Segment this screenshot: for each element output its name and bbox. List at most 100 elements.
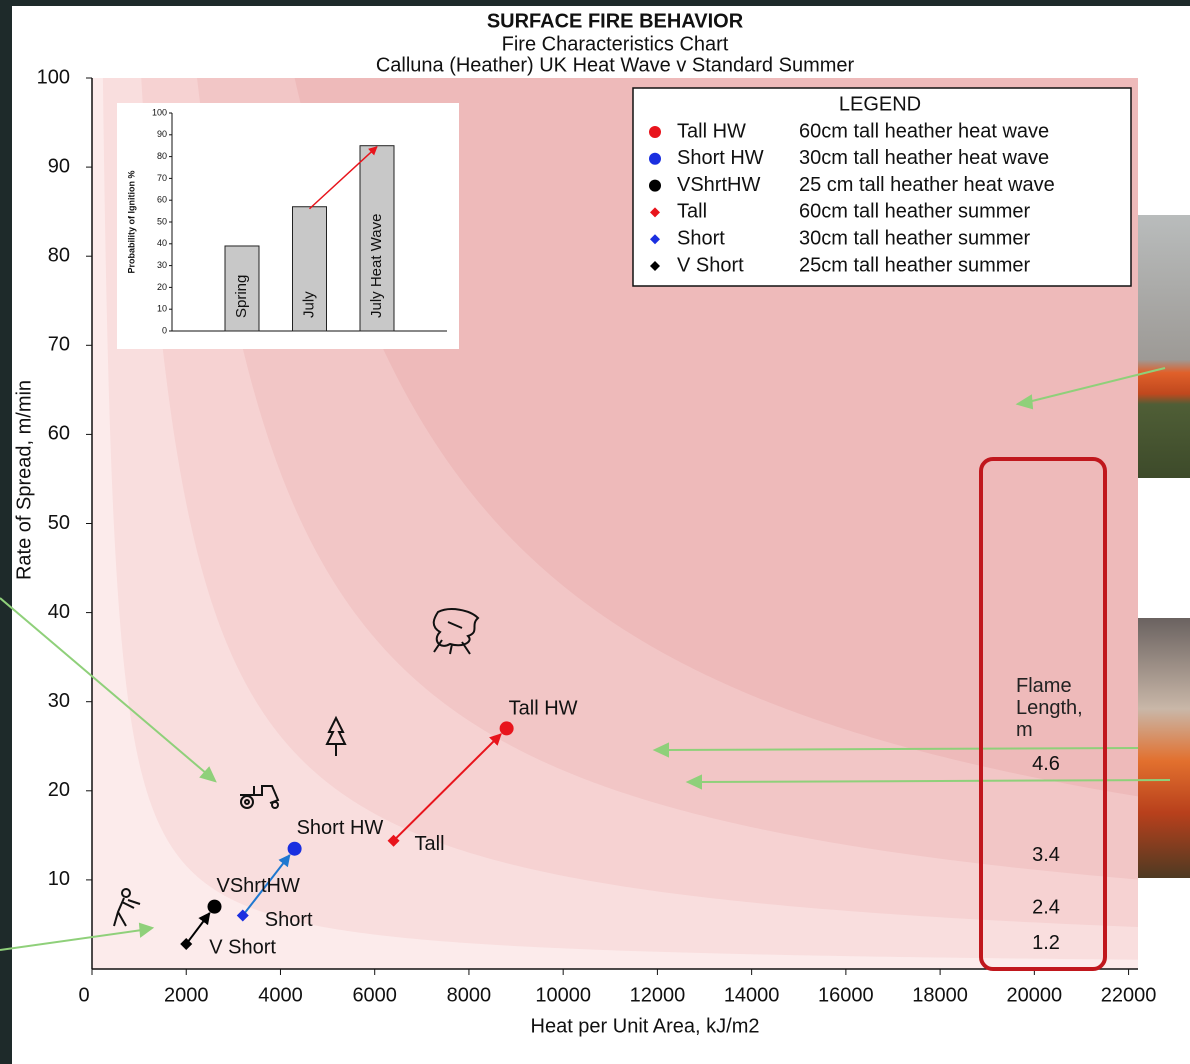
inset-bar bbox=[224, 245, 260, 332]
inset-y-tick-label: 100 bbox=[152, 107, 167, 117]
chart-subtitle: Fire Characteristics Chart bbox=[502, 33, 729, 55]
y-tick-label: 30 bbox=[48, 690, 70, 712]
pointer-arrow bbox=[666, 747, 1139, 751]
y-tick-label: 90 bbox=[48, 155, 70, 177]
pointer-arrow bbox=[1027, 367, 1166, 403]
legend-marker bbox=[649, 179, 661, 192]
x-tick-label: 10000 bbox=[535, 984, 591, 1006]
data-label: Tall HW bbox=[509, 698, 578, 720]
pointer-arrowhead bbox=[685, 774, 702, 790]
legend-box bbox=[632, 87, 1132, 287]
inset-y-tick-label: 80 bbox=[157, 151, 167, 161]
pointer-arrow bbox=[0, 597, 208, 775]
brush-icon bbox=[432, 608, 480, 655]
pointer-arrow bbox=[0, 929, 143, 951]
data-label: Tall bbox=[415, 833, 445, 855]
inset-bar-label: Spring bbox=[233, 275, 250, 318]
inset-y-tick-label: 40 bbox=[157, 238, 167, 248]
point bbox=[287, 841, 302, 856]
point bbox=[207, 899, 222, 914]
legend-title: LEGEND bbox=[839, 93, 921, 115]
flame-length-value: 4.6 bbox=[1032, 753, 1060, 775]
tractor-icon bbox=[240, 785, 280, 809]
point bbox=[499, 721, 514, 736]
y-tick-label: 100 bbox=[37, 66, 70, 88]
inset-background bbox=[117, 103, 459, 349]
inset-y-tick-label: 20 bbox=[157, 282, 167, 292]
inset-y-tick-label: 50 bbox=[157, 216, 167, 226]
inset-bar bbox=[359, 145, 395, 332]
y-tick-label: 50 bbox=[48, 512, 70, 534]
trend-arrow bbox=[392, 733, 502, 842]
legend-name: Tall bbox=[677, 201, 707, 223]
inset-bar-label: July bbox=[300, 291, 317, 318]
x-tick-label: 14000 bbox=[724, 984, 780, 1006]
x-tick-label: 16000 bbox=[818, 984, 874, 1006]
x-tick-label: 22000 bbox=[1101, 984, 1157, 1006]
data-label: Short bbox=[265, 909, 313, 931]
inset-y-tick-label: 30 bbox=[157, 260, 167, 270]
inset-y-axis-label: Probability of Ignition % bbox=[126, 171, 136, 274]
chart-title: SURFACE FIRE BEHAVIOR bbox=[487, 10, 744, 32]
legend-name: VShrtHW bbox=[677, 174, 760, 196]
photo bbox=[1138, 215, 1190, 478]
legend-name: Short HW bbox=[677, 147, 764, 169]
flame-length-value: 1.2 bbox=[1032, 932, 1060, 954]
legend-description: 25cm tall heather summer bbox=[799, 254, 1031, 276]
x-tick-label: 2000 bbox=[164, 984, 209, 1006]
pointer-arrowhead bbox=[1015, 394, 1034, 410]
y-tick-label: 60 bbox=[48, 423, 70, 445]
highlight-box bbox=[979, 457, 1107, 971]
x-tick-label: 20000 bbox=[1007, 984, 1063, 1006]
y-tick-label: 70 bbox=[48, 334, 70, 356]
flame-length-value: 3.4 bbox=[1032, 844, 1060, 866]
inset-bar-label: July Heat Wave bbox=[368, 214, 385, 318]
data-label: VShrtHW bbox=[217, 875, 300, 897]
legend-name: Tall HW bbox=[677, 120, 746, 142]
inset-y-tick-label: 70 bbox=[157, 173, 167, 183]
inset-y-tick-label: 90 bbox=[157, 129, 167, 139]
legend-description: 30cm tall heather heat wave bbox=[799, 147, 1049, 169]
legend-description: 60cm tall heather summer bbox=[799, 201, 1031, 223]
icons bbox=[113, 608, 480, 927]
flame-length-value: 2.4 bbox=[1032, 896, 1060, 918]
x-tick-label: 6000 bbox=[352, 984, 397, 1006]
data-label: Short HW bbox=[297, 817, 384, 839]
x-tick-label: 8000 bbox=[447, 984, 492, 1006]
point bbox=[387, 834, 400, 847]
inset-y-tick-label: 0 bbox=[162, 325, 167, 335]
legend: LEGEND Tall HW 60cm tall heather heat wav… bbox=[632, 87, 1132, 287]
pointer-arrowhead bbox=[138, 922, 155, 938]
person-icon bbox=[113, 888, 141, 927]
trend-arrow bbox=[241, 854, 291, 917]
y-axis-label: Rate of Spread, m/min bbox=[13, 380, 35, 580]
legend-description: 60cm tall heather heat wave bbox=[799, 120, 1049, 142]
data-label: V Short bbox=[209, 936, 276, 958]
legend-description: 25 cm tall heather heat wave bbox=[799, 174, 1055, 196]
photos bbox=[1138, 215, 1190, 878]
trend-arrow bbox=[185, 912, 211, 945]
legend-description: 30cm tall heather summer bbox=[799, 227, 1031, 249]
photo bbox=[1138, 618, 1190, 878]
plot: 1.2 2.4 3.4 4.6 0 2000 4000 6000 8000 10000 12000 1… bbox=[37, 66, 1157, 1006]
tree-icon bbox=[325, 715, 347, 756]
legend-marker bbox=[650, 261, 660, 271]
y-tick-label: 20 bbox=[48, 779, 70, 801]
flame-length-label: Flame Length, m bbox=[1016, 675, 1083, 741]
inset-bar bbox=[292, 206, 327, 332]
legend-marker bbox=[650, 234, 660, 245]
pointer-arrow bbox=[699, 779, 1171, 783]
chart-subtitle: Calluna (Heather) UK Heat Wave v Standar… bbox=[376, 54, 855, 76]
inset-y-tick-label: 10 bbox=[157, 304, 167, 314]
pointer-arrowhead bbox=[652, 742, 669, 758]
inset-arrow bbox=[308, 146, 378, 210]
x-axis-label: Heat per Unit Area, kJ/m2 bbox=[531, 1015, 760, 1037]
inset-chart: Probability of Ignition % 0 10 20 30 40 50 60 7… bbox=[117, 103, 459, 349]
y-tick-label: 40 bbox=[48, 601, 70, 623]
legend-marker bbox=[649, 152, 661, 165]
y-tick-label: 80 bbox=[48, 244, 70, 266]
x-tick-label: 18000 bbox=[912, 984, 968, 1006]
x-tick-label: 4000 bbox=[258, 984, 303, 1006]
